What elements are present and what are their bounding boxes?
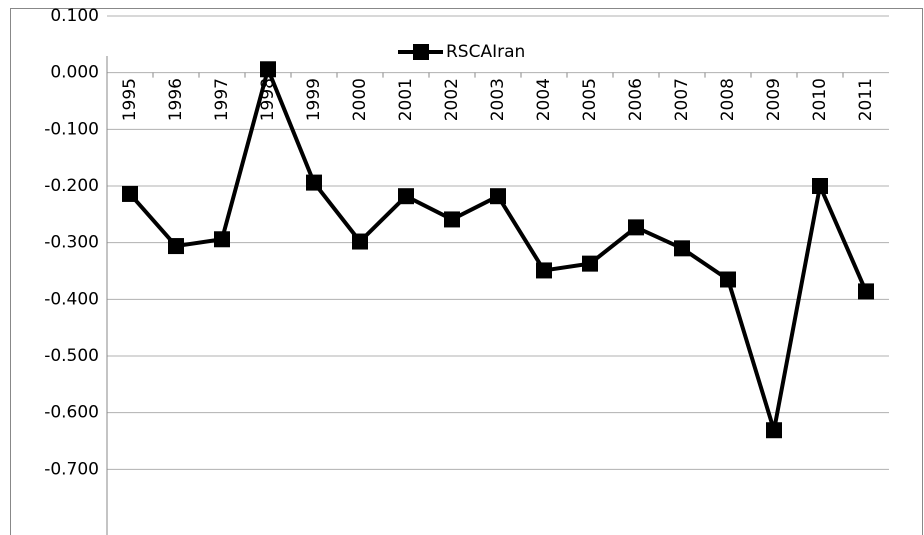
point-marker — [444, 211, 460, 227]
point-marker — [260, 61, 276, 77]
x-tick-label: 1995 — [120, 78, 140, 121]
y-tick-label: 0.000 — [50, 63, 99, 83]
x-tick-label: 2002 — [442, 78, 462, 121]
point-marker — [306, 175, 322, 191]
point-marker — [490, 188, 506, 204]
y-tick-label: -0.200 — [44, 176, 99, 196]
point-marker — [628, 219, 644, 235]
y-tick-label: -0.100 — [44, 119, 99, 139]
y-tick-label: -0.400 — [44, 289, 99, 309]
x-tick-label: 2011 — [856, 78, 876, 121]
chart: 0.100 0.000 -0.100 -0.200 -0.300 -0.400 -0.500… — [0, 0, 924, 535]
point-marker — [720, 272, 736, 288]
legend-marker — [413, 44, 429, 60]
x-tick-label: 2004 — [534, 78, 554, 121]
x-tick-label: 2001 — [396, 78, 416, 121]
y-tick-label: -0.600 — [44, 403, 99, 423]
x-tick-label: 2007 — [672, 78, 692, 121]
y-tick-label: 0.100 — [50, 6, 99, 26]
legend-label: RSCAIran — [446, 42, 525, 62]
x-tick-label: 1997 — [212, 78, 232, 121]
point-marker — [352, 234, 368, 250]
x-tick-label: 2008 — [718, 78, 738, 121]
point-marker — [582, 256, 598, 272]
point-marker — [536, 262, 552, 278]
point-marker — [398, 188, 414, 204]
point-marker — [858, 283, 874, 299]
x-tick-label: 2005 — [580, 78, 600, 121]
x-tick-label: 2000 — [350, 78, 370, 121]
x-tick-label: 2006 — [626, 78, 646, 121]
point-marker — [214, 231, 230, 247]
point-marker — [168, 238, 184, 254]
point-marker — [122, 186, 138, 202]
y-tick-label: -0.300 — [44, 233, 99, 253]
point-marker — [674, 240, 690, 256]
x-tick-label: 1996 — [166, 78, 186, 121]
x-tick-label: 2009 — [764, 78, 784, 121]
x-tick-label: 1999 — [304, 78, 324, 121]
point-marker — [812, 178, 828, 194]
y-tick-label: -0.500 — [44, 346, 99, 366]
chart-frame — [11, 9, 923, 535]
point-marker — [766, 422, 782, 438]
x-tick-label: 2003 — [488, 78, 508, 121]
x-tick-label: 2010 — [810, 78, 830, 121]
y-tick-label: -0.700 — [44, 459, 99, 479]
